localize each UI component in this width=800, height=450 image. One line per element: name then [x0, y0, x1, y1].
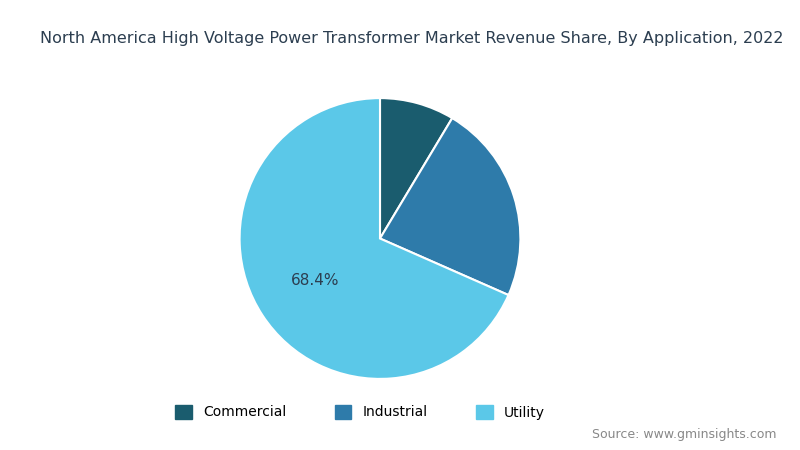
Text: 68.4%: 68.4%: [291, 273, 339, 288]
Wedge shape: [240, 98, 509, 379]
Wedge shape: [380, 98, 452, 239]
Text: Source: www.gminsights.com: Source: www.gminsights.com: [591, 428, 776, 441]
Legend: Commercial, Industrial, Utility: Commercial, Industrial, Utility: [170, 399, 550, 425]
Text: North America High Voltage Power Transformer Market Revenue Share, By Applicatio: North America High Voltage Power Transfo…: [40, 32, 783, 46]
Wedge shape: [380, 118, 520, 295]
